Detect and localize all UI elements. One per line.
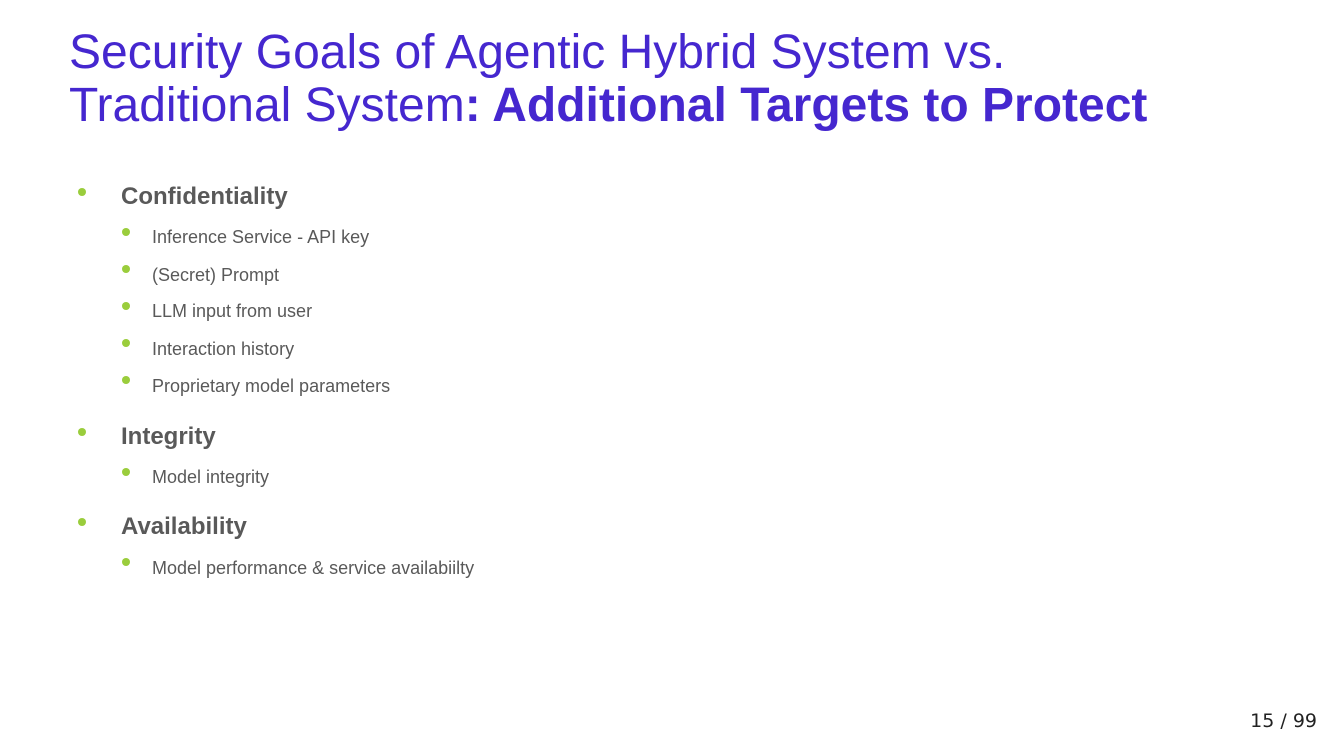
list-item: LLM input from user [152,301,313,321]
slide-title-bold-part: : Additional Targets to Protect [464,79,1148,132]
list-item: Inference Service - API key [152,227,370,247]
bullet-icon [122,558,130,566]
section-heading-confidentiality: Confidentiality [121,183,288,210]
bullet-icon [122,376,130,384]
slide-title-regular-part: Traditional System [69,79,465,132]
bullet-icon [78,428,86,436]
bullet-icon [122,339,130,347]
bullet-icon [122,468,130,476]
page-total: 99 [1292,710,1317,732]
slide-title-line-2: Traditional System: Additional Targets t… [69,79,1147,132]
bullet-icon [78,188,86,196]
section-heading-integrity: Integrity [121,423,216,450]
page-indicator: 15 / 99 [1250,710,1317,732]
list-item: Model performance & service availabiilty [152,558,475,578]
slide-title-line-1: Security Goals of Agentic Hybrid System … [69,26,1006,79]
bullet-icon [122,302,130,310]
bullet-icon [78,518,86,526]
page-current: 15 [1250,710,1275,732]
list-item: (Secret) Prompt [152,265,280,285]
list-item: Proprietary model parameters [152,376,391,396]
page-separator: / [1280,710,1287,732]
bullet-icon [122,228,130,236]
slide-title: Security Goals of Agentic Hybrid System … [69,26,1147,132]
list-item: Interaction history [152,339,295,359]
list-item: Model integrity [152,467,270,487]
section-heading-availability: Availability [121,513,247,540]
bullet-icon [122,265,130,273]
